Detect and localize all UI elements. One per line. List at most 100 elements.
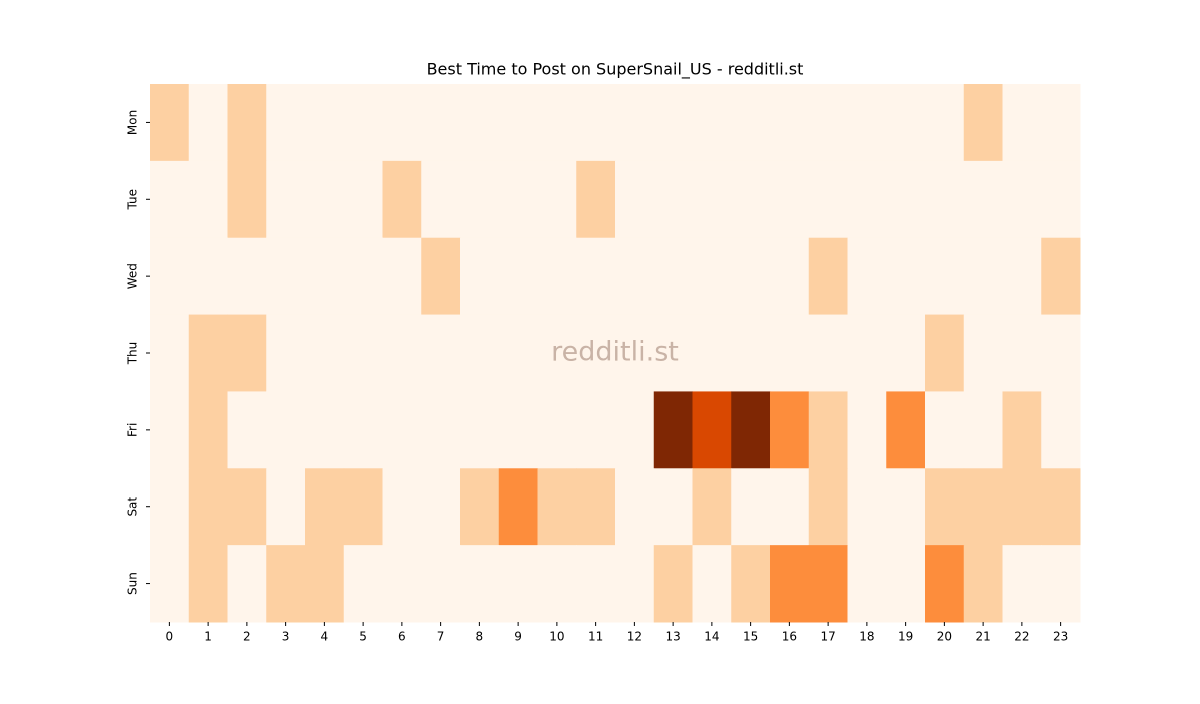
x-tick-label: 23	[1053, 630, 1068, 644]
heat-cell	[576, 314, 616, 392]
heat-cell	[653, 391, 693, 469]
y-tick-label: Sun	[126, 572, 140, 595]
heat-cell	[421, 468, 461, 546]
heat-cell	[460, 237, 500, 316]
heat-cell	[460, 468, 500, 546]
heat-cell	[692, 160, 732, 239]
y-tick-label: Sat	[126, 497, 140, 517]
heat-cell	[150, 314, 190, 392]
heat-cell	[692, 468, 732, 546]
heat-cell	[1002, 391, 1042, 469]
heat-cell	[498, 237, 538, 316]
x-tick-label: 11	[588, 630, 603, 644]
heat-cell	[460, 314, 500, 392]
heat-cell	[460, 160, 500, 239]
heat-cell	[460, 84, 500, 162]
heat-cell	[421, 314, 461, 392]
x-tick-label: 8	[476, 630, 484, 644]
y-tick-label: Tue	[126, 189, 140, 211]
heat-cell	[847, 468, 887, 546]
heat-cell	[382, 237, 422, 316]
heat-cell	[847, 237, 887, 316]
heat-cell	[266, 468, 306, 546]
heat-cell	[886, 160, 926, 239]
heat-cell	[305, 545, 345, 623]
heat-cell	[731, 237, 771, 316]
x-tick-label: 10	[549, 630, 564, 644]
heat-cell	[150, 545, 190, 623]
heat-cell	[537, 84, 577, 162]
heat-cell	[150, 468, 190, 546]
x-tick-label: 19	[898, 630, 913, 644]
heat-cell	[305, 84, 345, 162]
heat-cell	[1041, 468, 1081, 546]
heat-cell	[1041, 160, 1081, 239]
heat-cell	[188, 314, 228, 392]
heat-cell	[382, 391, 422, 469]
heat-cell	[150, 391, 190, 469]
heat-cell	[227, 391, 267, 469]
heat-cell	[808, 84, 848, 162]
heat-cell	[305, 160, 345, 239]
heat-cell	[963, 84, 1003, 162]
heat-cell	[615, 237, 655, 316]
x-tick-label: 16	[782, 630, 797, 644]
heat-cell	[1041, 84, 1081, 162]
heat-cell	[1041, 545, 1081, 623]
heat-cell	[498, 468, 538, 546]
heat-cell	[382, 84, 422, 162]
heat-cell	[692, 545, 732, 623]
y-tick-label: Fri	[126, 423, 140, 437]
heat-cell	[576, 545, 616, 623]
heat-cell	[188, 391, 228, 469]
heat-cell	[925, 391, 965, 469]
heat-cell	[421, 84, 461, 162]
heat-cell	[692, 314, 732, 392]
heat-cell	[305, 237, 345, 316]
heat-cell	[266, 545, 306, 623]
heat-cell	[498, 314, 538, 392]
heat-cell	[770, 237, 810, 316]
heat-cell	[382, 314, 422, 392]
heat-cell	[227, 84, 267, 162]
heat-cell	[963, 237, 1003, 316]
heat-cell	[188, 545, 228, 623]
x-tick-label: 15	[743, 630, 758, 644]
heat-cell	[653, 545, 693, 623]
heat-cell	[188, 468, 228, 546]
heat-cell	[1002, 314, 1042, 392]
heat-cell	[150, 84, 190, 162]
heat-cell	[576, 468, 616, 546]
heat-cell	[382, 468, 422, 546]
heat-cell	[847, 160, 887, 239]
heat-cell	[1041, 391, 1081, 469]
heat-cell	[266, 314, 306, 392]
heat-cell	[150, 160, 190, 239]
heat-cell	[227, 468, 267, 546]
heat-cell	[770, 314, 810, 392]
heat-cell	[886, 468, 926, 546]
heat-cell	[925, 545, 965, 623]
heat-cell	[847, 391, 887, 469]
heat-cell	[847, 545, 887, 623]
heat-cell	[460, 391, 500, 469]
heat-cell	[1002, 160, 1042, 239]
heat-cell	[886, 545, 926, 623]
heat-cell	[1002, 84, 1042, 162]
x-tick-label: 13	[665, 630, 680, 644]
heat-cell	[808, 545, 848, 623]
chart-title: Best Time to Post on SuperSnail_US - red…	[427, 60, 804, 80]
heat-cell	[305, 391, 345, 469]
heat-cell	[963, 160, 1003, 239]
x-tick-label: 3	[282, 630, 290, 644]
heat-cell	[576, 84, 616, 162]
heat-cell	[382, 545, 422, 623]
heat-cell	[615, 391, 655, 469]
heat-cell	[421, 391, 461, 469]
heat-cell	[731, 84, 771, 162]
heat-cell	[615, 84, 655, 162]
heat-cell	[1002, 237, 1042, 316]
heat-cell	[963, 391, 1003, 469]
heat-cell	[1041, 314, 1081, 392]
